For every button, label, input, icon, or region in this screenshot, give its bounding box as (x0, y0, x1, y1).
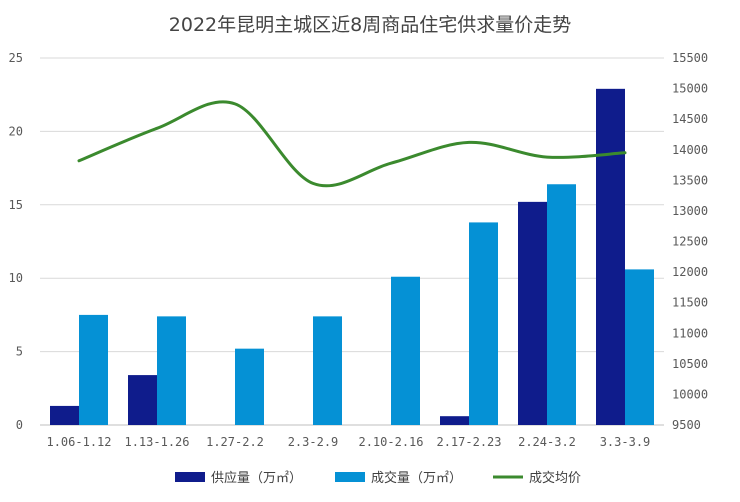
price-line (77, 100, 627, 188)
right-tick-label: 9500 (672, 418, 701, 432)
x-tick-label: 3.3-3.9 (600, 435, 651, 449)
right-tick-label: 13000 (672, 204, 708, 218)
legend: 供应量（万㎡） 成交量（万㎡） 成交均价 (175, 470, 581, 486)
x-tick-label: 2.10-2.16 (358, 435, 423, 449)
bar-supply (50, 405, 79, 425)
left-tick-label: 25 (9, 51, 23, 65)
right-tick-label: 12500 (672, 235, 708, 249)
x-tick-label: 1.27-2.2 (206, 435, 264, 449)
x-tick-label: 1.13-1.26 (124, 435, 189, 449)
left-tick-label: 20 (9, 124, 23, 138)
bar-transaction (547, 184, 576, 425)
right-tick-label: 14500 (672, 112, 708, 126)
x-axis-ticks: 1.06-1.12 1.13-1.26 1.27-2.2 2.3-2.9 2.10-2.… (46, 435, 650, 449)
legend-swatch (335, 472, 365, 482)
left-tick-label: 10 (9, 271, 23, 285)
right-axis-ticks: 9500 10000 10500 11000 11500 12000 12500 13000 1… (672, 51, 708, 432)
right-tick-label: 10500 (672, 357, 708, 371)
bar-supply (440, 416, 469, 425)
right-tick-label: 11000 (672, 326, 708, 340)
legend-swatch (175, 472, 205, 482)
bar-supply (596, 88, 625, 425)
left-axis-ticks: 0 5 10 15 20 25 (9, 51, 23, 432)
bar-transaction (157, 316, 186, 425)
bar-transaction (391, 276, 420, 425)
right-tick-label: 15000 (672, 82, 708, 96)
bar-supply (128, 375, 157, 425)
right-tick-label: 11500 (672, 296, 708, 310)
right-tick-label: 15500 (672, 51, 708, 65)
left-tick-label: 5 (16, 345, 23, 359)
x-tick-label: 2.17-2.23 (436, 435, 501, 449)
bar-transaction (625, 269, 654, 425)
legend-label: 成交均价 (529, 470, 581, 486)
bar-transaction (79, 314, 108, 425)
x-tick-label: 2.24-3.2 (518, 435, 576, 449)
bar-transaction (313, 316, 342, 425)
right-tick-label: 14000 (672, 143, 708, 157)
left-tick-label: 0 (16, 418, 23, 432)
bar-supply (518, 201, 547, 425)
x-tick-label: 2.3-2.9 (288, 435, 339, 449)
bar-transaction (469, 222, 498, 425)
left-tick-label: 15 (9, 198, 23, 212)
x-tick-label: 1.06-1.12 (46, 435, 111, 449)
legend-label: 成交量（万㎡） (371, 470, 462, 486)
legend-label: 供应量（万㎡） (211, 470, 302, 486)
right-tick-label: 12000 (672, 265, 708, 279)
right-tick-label: 10000 (672, 387, 708, 401)
line-series (77, 100, 627, 188)
right-tick-label: 13500 (672, 173, 708, 187)
chart-title: 2022年昆明主城区近8周商品住宅供求量价走势 (169, 14, 571, 36)
bar-transaction (235, 348, 264, 425)
bar-marks (50, 88, 654, 425)
